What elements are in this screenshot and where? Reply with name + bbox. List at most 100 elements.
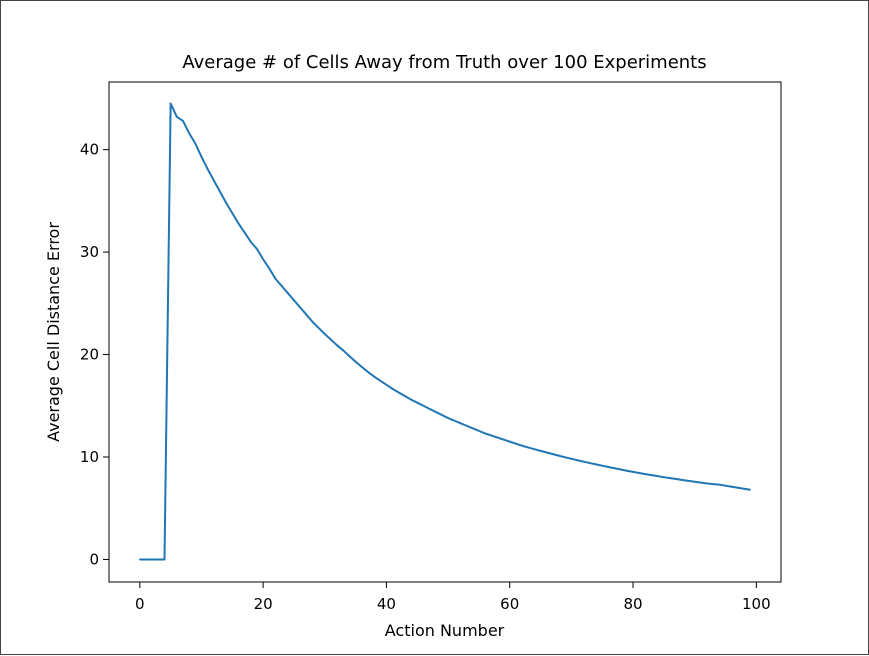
- data-point: [545, 451, 548, 454]
- data-point: [644, 473, 647, 475]
- data-point: [552, 453, 554, 455]
- data-point: [441, 414, 443, 416]
- x-tick-label: 60: [500, 595, 519, 613]
- data-point: [724, 484, 727, 487]
- data-point: [317, 327, 320, 329]
- y-tick-label: 0: [89, 550, 99, 568]
- x-tick-label: 80: [623, 595, 642, 613]
- data-point: [502, 438, 505, 441]
- data-point: [428, 408, 431, 410]
- x-tick-label: 0: [135, 595, 145, 613]
- data-point: [471, 427, 474, 430]
- data-point: [527, 446, 530, 449]
- data-point: [496, 436, 499, 439]
- data-point: [268, 267, 271, 270]
- y-axis-ticks: 0 10 20 30 40: [80, 141, 109, 568]
- data-point: [379, 379, 382, 382]
- data-point: [169, 102, 172, 105]
- y-tick-label: 40: [80, 141, 99, 159]
- data-point: [157, 558, 160, 561]
- data-point: [508, 440, 511, 443]
- data-point: [286, 292, 289, 294]
- series-line: [139, 102, 751, 561]
- data-point: [718, 483, 721, 486]
- data-point: [274, 277, 277, 280]
- data-point: [465, 424, 468, 427]
- data-point: [712, 483, 714, 485]
- data-point: [385, 383, 388, 386]
- data-point: [700, 481, 702, 484]
- data-point: [293, 299, 295, 302]
- x-axis-ticks: 0 20 40 60 80 100: [135, 582, 771, 613]
- data-point: [459, 422, 462, 424]
- data-point: [539, 450, 542, 452]
- data-point: [576, 459, 579, 462]
- data-point: [484, 432, 486, 435]
- data-point: [564, 456, 567, 459]
- data-point: [182, 120, 184, 122]
- data-point: [145, 558, 147, 561]
- x-tick-label: 20: [254, 595, 273, 613]
- data-point: [737, 486, 739, 489]
- data-points: [139, 102, 751, 561]
- data-point: [730, 485, 733, 488]
- data-point: [638, 472, 640, 474]
- y-axis-label: Average Cell Distance Error: [44, 222, 63, 442]
- data-point: [656, 475, 659, 477]
- data-point: [650, 474, 653, 476]
- data-point: [225, 202, 227, 204]
- data-point: [139, 558, 141, 561]
- data-point: [416, 401, 419, 404]
- chart-title: Average # of Cells Away from Truth over …: [182, 52, 706, 73]
- data-point: [213, 179, 215, 182]
- data-point: [619, 468, 622, 471]
- data-point: [354, 360, 357, 363]
- y-tick-label: 10: [80, 448, 99, 466]
- data-point: [595, 463, 597, 466]
- data-point: [453, 419, 456, 422]
- data-point: [367, 371, 369, 373]
- data-point: [194, 142, 197, 145]
- data-point: [163, 558, 166, 561]
- data-point: [404, 395, 406, 397]
- y-tick-label: 20: [80, 346, 99, 364]
- x-tick-label: 100: [742, 595, 771, 613]
- data-point: [151, 558, 153, 561]
- data-point: [336, 344, 338, 347]
- data-point: [447, 417, 449, 419]
- data-point: [570, 458, 573, 460]
- data-point: [681, 479, 684, 481]
- data-point: [675, 478, 677, 480]
- data-point: [250, 241, 252, 243]
- data-point: [490, 434, 493, 437]
- data-point: [237, 222, 240, 225]
- data-point: [663, 476, 665, 478]
- data-point: [323, 333, 326, 335]
- data-point: [373, 375, 375, 378]
- data-point: [669, 477, 671, 479]
- data-point: [706, 482, 708, 485]
- data-point: [219, 190, 221, 193]
- data-point: [749, 488, 751, 491]
- data-point: [410, 398, 412, 401]
- data-point: [330, 338, 332, 341]
- data-point: [206, 168, 209, 170]
- data-point: [558, 454, 560, 457]
- data-point: [262, 258, 264, 261]
- data-point: [200, 156, 203, 158]
- x-axis-label: Action Number: [385, 621, 505, 640]
- data-point: [391, 388, 394, 390]
- data-point: [693, 481, 696, 483]
- data-point: [687, 480, 690, 482]
- data-point: [582, 460, 585, 463]
- x-tick-label: 40: [377, 595, 396, 613]
- data-point: [521, 444, 523, 447]
- data-point: [342, 349, 345, 352]
- data-point: [515, 442, 517, 445]
- data-point: [397, 391, 400, 394]
- data-point: [626, 469, 628, 472]
- data-point: [743, 487, 745, 490]
- data-point: [305, 313, 308, 316]
- data-point: [231, 212, 234, 214]
